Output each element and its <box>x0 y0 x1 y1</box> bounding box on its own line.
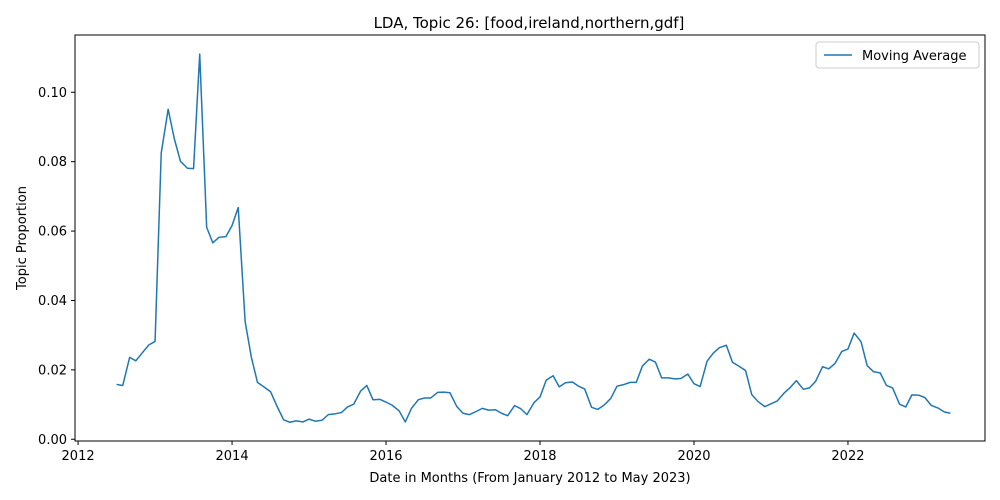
x-tick-label: 2014 <box>216 449 249 464</box>
y-axis-label: Topic Proportion <box>15 186 30 291</box>
y-tick-label: 0.08 <box>38 155 67 170</box>
x-axis-label: Date in Months (From January 2012 to May… <box>369 471 690 486</box>
legend-box <box>815 41 980 69</box>
x-tick-label: 2018 <box>523 449 556 464</box>
x-tick-label: 2012 <box>62 449 95 464</box>
legend-entry-moving-average: Moving Average <box>862 49 966 64</box>
y-tick-label: 0.00 <box>38 433 67 448</box>
x-tick-label: 2022 <box>831 449 864 464</box>
x-tick-label: 2020 <box>677 449 710 464</box>
series-line-moving-average <box>116 53 951 424</box>
legend: Moving Average <box>815 41 980 69</box>
x-tick-label: 2016 <box>369 449 402 464</box>
y-tick-label: 0.06 <box>38 225 67 240</box>
y-tick-label: 0.02 <box>38 363 67 378</box>
chart-title: LDA, Topic 26: [food,ireland,northern,gd… <box>374 14 685 32</box>
plot-frame <box>74 34 986 442</box>
y-tick-label: 0.10 <box>38 86 67 101</box>
y-tick-label: 0.04 <box>38 294 67 309</box>
